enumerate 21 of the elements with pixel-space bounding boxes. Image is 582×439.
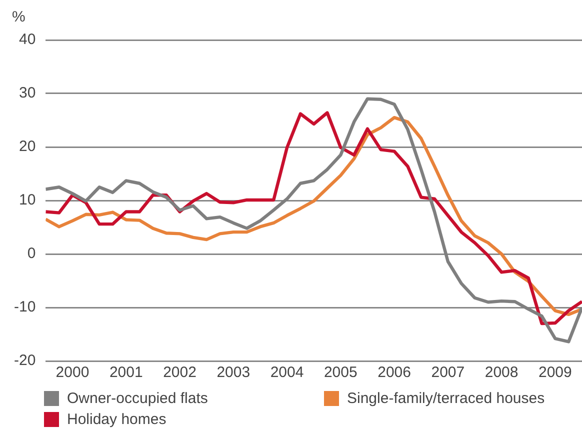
- y-tick-label: -20: [14, 352, 36, 370]
- y-tick-label: 30: [18, 84, 36, 102]
- x-tick-label: 2008: [484, 364, 518, 382]
- x-tick-label: 2005: [324, 364, 358, 382]
- y-axis-title: %: [12, 8, 26, 26]
- x-tick-label: 2003: [216, 364, 250, 382]
- x-tick-label: 2009: [538, 364, 572, 382]
- x-tick-label: 2006: [378, 364, 411, 382]
- y-tick-label: 20: [18, 138, 36, 156]
- x-tick-label: 2007: [431, 364, 465, 382]
- x-tick-label: 2001: [109, 364, 143, 382]
- y-tick-label: 0: [27, 245, 36, 262]
- y-tick-label: -10: [14, 298, 36, 316]
- legend-label: Holiday homes: [67, 411, 166, 428]
- legend-label: Owner-occupied flats: [67, 390, 208, 407]
- x-tick-label: 2004: [270, 364, 304, 382]
- legend-label: Single-family/terraced houses: [347, 390, 545, 407]
- y-tick-label: 10: [18, 192, 36, 209]
- x-tick-label: 2002: [163, 364, 196, 382]
- y-tick-label: 40: [18, 31, 36, 48]
- x-tick-label: 2000: [56, 364, 90, 382]
